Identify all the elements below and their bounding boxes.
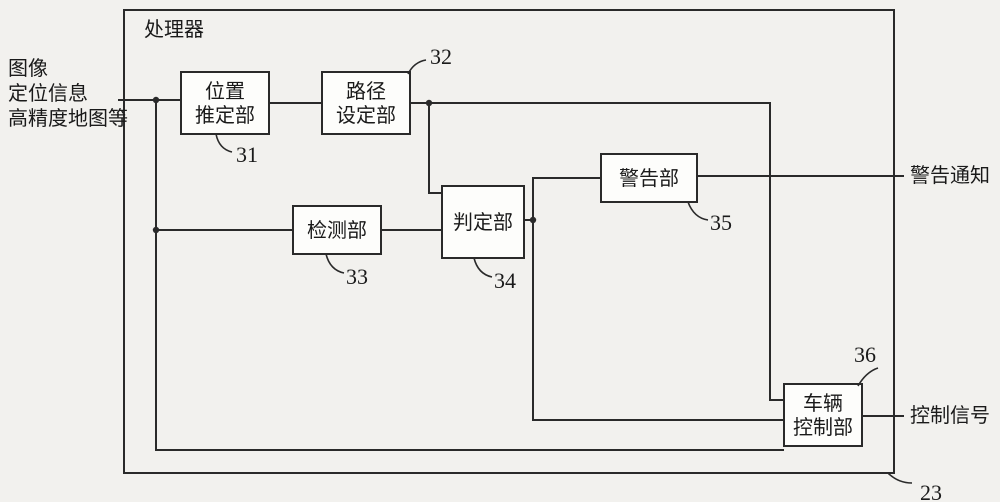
warn-number: 35 (710, 210, 732, 235)
input-label: 图像 (8, 57, 48, 80)
processor-title: 处理器 (144, 18, 204, 41)
judge-number: 34 (494, 268, 516, 293)
wire-7 (533, 220, 784, 420)
pos-label: 推定部 (195, 104, 255, 127)
path-label: 设定部 (336, 104, 396, 127)
input-label: 高精度地图等 (8, 107, 128, 130)
output-warn-label: 警告通知 (910, 164, 990, 187)
wire-4 (410, 103, 442, 193)
judge-leader (474, 258, 492, 277)
pos-leader (216, 134, 232, 152)
judge-label: 判定部 (453, 211, 513, 234)
veh-number: 36 (854, 342, 876, 367)
frame-leader (888, 473, 912, 483)
frame-number: 23 (920, 480, 942, 502)
warn-leader (688, 202, 708, 220)
det-number: 33 (346, 264, 368, 289)
junction-2 (426, 100, 432, 106)
path-label: 路径 (346, 80, 386, 103)
path-number: 32 (430, 44, 452, 69)
det-leader (326, 254, 344, 273)
wire-6 (524, 178, 601, 220)
veh-label: 车辆 (803, 392, 843, 415)
junction-1 (153, 227, 159, 233)
det-label: 检测部 (307, 219, 367, 242)
output-ctrl-label: 控制信号 (910, 404, 990, 427)
input-label: 定位信息 (8, 82, 88, 105)
pos-number: 31 (236, 142, 258, 167)
junction-3 (530, 217, 536, 223)
junction-0 (153, 97, 159, 103)
warn-label: 警告部 (619, 167, 679, 190)
pos-label: 位置 (205, 80, 245, 103)
veh-label: 控制部 (793, 416, 853, 439)
